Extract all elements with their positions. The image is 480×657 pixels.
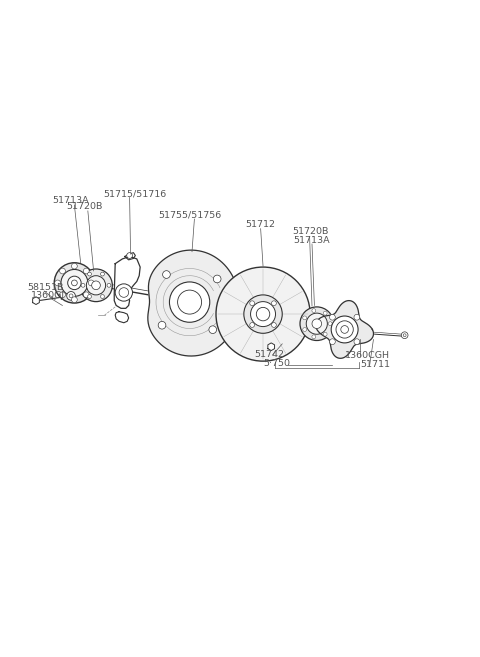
Circle shape: [80, 269, 112, 302]
Circle shape: [312, 335, 316, 339]
Circle shape: [72, 297, 77, 303]
Circle shape: [272, 301, 276, 306]
Circle shape: [213, 275, 221, 283]
Polygon shape: [33, 297, 39, 304]
Circle shape: [163, 271, 170, 279]
Text: 5·750: 5·750: [263, 359, 290, 369]
Circle shape: [354, 314, 360, 320]
Text: 58151B: 58151B: [27, 283, 63, 292]
Circle shape: [336, 321, 353, 338]
Circle shape: [330, 339, 336, 344]
Text: 51755/51756: 51755/51756: [158, 211, 222, 219]
Circle shape: [341, 326, 348, 333]
Circle shape: [323, 311, 327, 315]
Circle shape: [60, 292, 65, 298]
Circle shape: [312, 319, 322, 328]
Circle shape: [331, 316, 358, 343]
Circle shape: [67, 292, 75, 300]
Circle shape: [92, 281, 100, 290]
Polygon shape: [268, 343, 275, 351]
Text: 51720B: 51720B: [66, 202, 103, 212]
Circle shape: [209, 326, 216, 334]
Circle shape: [54, 263, 95, 303]
Circle shape: [216, 267, 310, 361]
Circle shape: [107, 283, 111, 287]
Circle shape: [328, 322, 332, 326]
Circle shape: [86, 276, 106, 295]
Polygon shape: [115, 311, 129, 323]
Circle shape: [101, 272, 105, 276]
Circle shape: [88, 272, 92, 276]
Circle shape: [87, 294, 91, 298]
Circle shape: [55, 280, 60, 286]
Circle shape: [251, 302, 276, 327]
Circle shape: [272, 323, 276, 327]
Circle shape: [250, 301, 254, 306]
Circle shape: [403, 334, 406, 336]
Text: 51711: 51711: [360, 361, 390, 369]
Text: 1360CGH: 1360CGH: [345, 351, 390, 360]
Circle shape: [84, 268, 89, 274]
Polygon shape: [316, 301, 373, 358]
Circle shape: [323, 332, 327, 336]
Circle shape: [303, 316, 307, 320]
Polygon shape: [125, 253, 135, 260]
Text: 1360GJ: 1360GJ: [31, 291, 65, 300]
Polygon shape: [114, 256, 140, 308]
Circle shape: [61, 269, 88, 296]
Circle shape: [72, 263, 77, 269]
Polygon shape: [148, 250, 239, 356]
Circle shape: [127, 253, 132, 258]
Circle shape: [250, 323, 254, 327]
Circle shape: [158, 321, 166, 329]
Circle shape: [401, 332, 408, 338]
Text: 51720B: 51720B: [292, 227, 328, 237]
Circle shape: [72, 280, 77, 286]
Text: 51715/51716: 51715/51716: [103, 189, 167, 198]
Circle shape: [330, 314, 336, 320]
Circle shape: [303, 328, 307, 331]
Circle shape: [354, 339, 360, 344]
Circle shape: [69, 294, 73, 298]
Text: 51713A: 51713A: [52, 196, 88, 205]
Circle shape: [306, 313, 327, 334]
Circle shape: [84, 292, 89, 298]
Circle shape: [300, 307, 334, 340]
Circle shape: [169, 282, 210, 323]
Circle shape: [178, 290, 202, 314]
Circle shape: [119, 288, 129, 298]
Circle shape: [244, 295, 282, 333]
Text: 51742: 51742: [254, 350, 284, 359]
Circle shape: [68, 276, 81, 290]
Circle shape: [88, 280, 94, 286]
Circle shape: [81, 283, 85, 287]
Circle shape: [115, 284, 132, 301]
Circle shape: [101, 294, 105, 298]
Text: 51712: 51712: [245, 219, 275, 229]
Circle shape: [256, 307, 270, 321]
Circle shape: [312, 309, 316, 313]
Text: 51713A: 51713A: [293, 236, 329, 244]
Circle shape: [60, 268, 65, 274]
